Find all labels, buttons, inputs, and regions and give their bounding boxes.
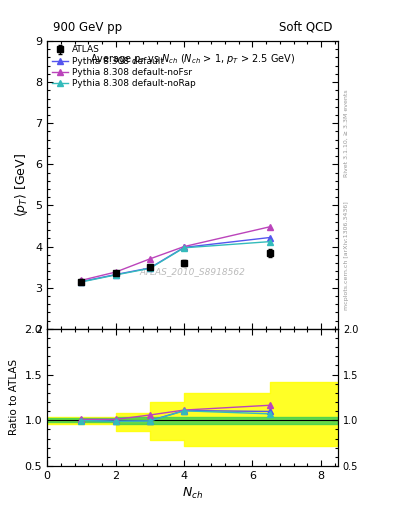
Pythia 8.308 default-noRap — [147, 265, 152, 271]
Text: Average $p_T$ vs $N_{ch}$ ($N_{ch}$ > 1, $p_T$ > 2.5 GeV): Average $p_T$ vs $N_{ch}$ ($N_{ch}$ > 1,… — [90, 52, 295, 67]
Pythia 8.308 default — [147, 265, 152, 271]
Text: Rivet 3.1.10, ≥ 3.3M events: Rivet 3.1.10, ≥ 3.3M events — [344, 89, 349, 177]
Pythia 8.308 default-noFsr — [147, 256, 152, 262]
Pythia 8.308 default — [79, 279, 84, 285]
Pythia 8.308 default — [182, 244, 186, 250]
Text: ATLAS_2010_S8918562: ATLAS_2010_S8918562 — [140, 267, 246, 276]
Y-axis label: $\langle p_T \rangle$ [GeV]: $\langle p_T \rangle$ [GeV] — [13, 153, 29, 217]
Text: mcplots.cern.ch [arXiv:1306.3436]: mcplots.cern.ch [arXiv:1306.3436] — [344, 202, 349, 310]
Legend: ATLAS, Pythia 8.308 default, Pythia 8.308 default-noFsr, Pythia 8.308 default-no: ATLAS, Pythia 8.308 default, Pythia 8.30… — [50, 44, 197, 90]
Pythia 8.308 default-noRap — [267, 239, 272, 245]
Line: Pythia 8.308 default: Pythia 8.308 default — [79, 235, 272, 284]
Pythia 8.308 default — [267, 234, 272, 241]
Pythia 8.308 default — [113, 271, 118, 278]
X-axis label: $N_{ch}$: $N_{ch}$ — [182, 486, 203, 501]
Line: Pythia 8.308 default-noFsr: Pythia 8.308 default-noFsr — [79, 224, 272, 283]
Text: Soft QCD: Soft QCD — [279, 21, 332, 34]
Pythia 8.308 default-noRap — [79, 279, 84, 285]
Pythia 8.308 default-noFsr — [79, 277, 84, 283]
Line: Pythia 8.308 default-noRap: Pythia 8.308 default-noRap — [79, 239, 272, 285]
Y-axis label: Ratio to ATLAS: Ratio to ATLAS — [9, 359, 19, 435]
Pythia 8.308 default-noFsr — [113, 269, 118, 275]
Text: 900 GeV pp: 900 GeV pp — [53, 21, 122, 34]
Pythia 8.308 default-noFsr — [267, 224, 272, 230]
Pythia 8.308 default-noRap — [182, 245, 186, 251]
Pythia 8.308 default-noRap — [113, 272, 118, 278]
Pythia 8.308 default-noFsr — [182, 244, 186, 250]
